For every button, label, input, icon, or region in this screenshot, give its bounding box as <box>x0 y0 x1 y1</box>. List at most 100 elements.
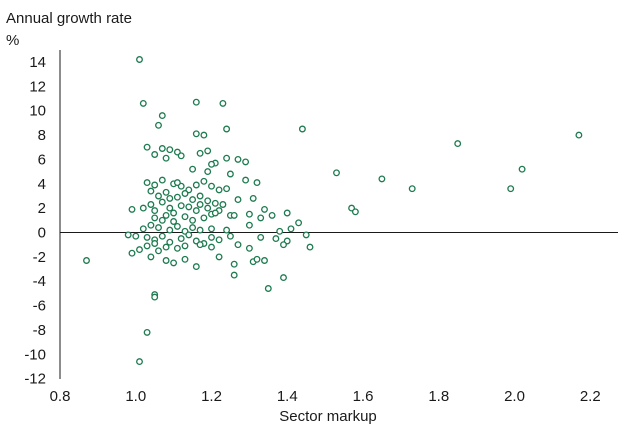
scatter-point <box>136 56 143 63</box>
scatter-point <box>151 181 159 189</box>
scatter-point <box>295 219 303 227</box>
scatter-point <box>147 253 155 261</box>
scatter-point <box>196 241 204 249</box>
scatter-point <box>147 221 155 229</box>
scatter-point <box>211 199 219 207</box>
scatter-point <box>158 216 166 224</box>
scatter-point <box>192 98 200 106</box>
scatter-point <box>226 170 234 178</box>
scatter-point <box>302 231 310 239</box>
scatter-point <box>351 208 359 216</box>
scatter-point <box>158 112 166 120</box>
scatter-point <box>242 158 250 166</box>
scatter-point <box>204 197 212 205</box>
scatter-point <box>306 243 314 251</box>
scatter-point <box>200 214 208 222</box>
scatter-point <box>143 233 151 241</box>
scatter-point <box>173 222 181 230</box>
scatter-point <box>155 224 162 232</box>
scatter-point <box>151 207 159 215</box>
x-tick-label: 2.2 <box>580 388 601 405</box>
scatter-point <box>132 232 140 240</box>
scatter-point <box>128 249 136 257</box>
scatter-point <box>253 179 261 187</box>
scatter-point <box>215 236 223 244</box>
scatter-point <box>155 121 162 129</box>
scatter-point <box>181 242 189 250</box>
y-tick-label: -4 <box>33 273 46 290</box>
y-tick-label: -6 <box>33 298 46 315</box>
scatter-point <box>223 185 231 193</box>
scatter-point <box>507 185 515 193</box>
scatter-point <box>287 225 295 233</box>
scatter-point <box>223 125 231 133</box>
scatter-point <box>208 182 215 190</box>
x-tick-labels: 0.8 1.0 1.2 1.4 1.6 1.8 2.0 2.2 <box>50 388 601 405</box>
scatter-point <box>143 328 151 336</box>
scatter-point <box>378 175 386 183</box>
scatter-point <box>151 293 159 301</box>
scatter-point <box>189 224 197 232</box>
scatter-point <box>215 186 223 194</box>
scatter-point <box>162 154 170 162</box>
scatter-point <box>158 232 166 240</box>
scatter-point <box>147 187 155 195</box>
data-points <box>83 56 583 366</box>
x-tick-label: 2.0 <box>504 388 525 405</box>
scatter-point <box>208 225 215 233</box>
scatter-point <box>177 152 185 160</box>
scatter-point <box>173 244 181 252</box>
scatter-point <box>575 131 583 139</box>
scatter-point <box>518 165 526 173</box>
scatter-point <box>230 260 238 268</box>
scatter-point <box>192 263 200 271</box>
scatter-point <box>276 227 284 235</box>
x-tick-label: 1.2 <box>201 388 222 405</box>
scatter-point <box>166 226 174 234</box>
scatter-point <box>143 143 151 151</box>
scatter-point <box>139 99 147 107</box>
scatter-point <box>253 255 261 263</box>
scatter-point <box>166 238 174 246</box>
scatter-point <box>192 130 200 138</box>
scatter-point <box>162 211 170 219</box>
y-tick-label: 12 <box>29 78 46 95</box>
scatter-point <box>196 149 204 157</box>
scatter-point <box>454 140 462 148</box>
scatter-point <box>333 169 340 177</box>
scatter-point <box>200 177 208 185</box>
scatter-point <box>208 233 215 241</box>
y-tick-label: 4 <box>38 176 46 193</box>
scatter-point <box>298 125 306 133</box>
scatter-point <box>136 358 143 366</box>
y-axis-unit: % <box>6 32 19 49</box>
scatter-point <box>181 255 189 263</box>
scatter-point <box>204 168 212 176</box>
x-tick-label: 1.6 <box>353 388 374 405</box>
scatter-point <box>181 213 189 221</box>
scatter-point <box>177 202 185 210</box>
x-axis-label: Sector markup <box>279 408 377 425</box>
scatter-point <box>280 241 287 249</box>
scatter-point <box>245 244 253 252</box>
scatter-point <box>185 231 193 239</box>
scatter-point <box>155 192 162 200</box>
y-axis-label: Annual growth rate <box>6 10 132 27</box>
scatter-point <box>242 176 250 184</box>
scatter-point <box>185 203 193 211</box>
scatter-point <box>166 204 174 212</box>
scatter-point <box>219 99 227 107</box>
x-tick-label: 1.4 <box>277 388 298 405</box>
scatter-point <box>181 190 189 197</box>
scatter-point <box>166 194 174 202</box>
scatter-point <box>158 198 166 206</box>
y-tick-label: 8 <box>38 127 46 144</box>
y-tick-label: 14 <box>29 54 46 71</box>
scatter-point <box>151 151 159 158</box>
scatter-point <box>245 221 253 229</box>
x-tick-label: 0.8 <box>50 388 71 405</box>
scatter-point <box>211 209 219 217</box>
scatter-point <box>151 240 159 247</box>
y-tick-label: 0 <box>38 225 46 242</box>
